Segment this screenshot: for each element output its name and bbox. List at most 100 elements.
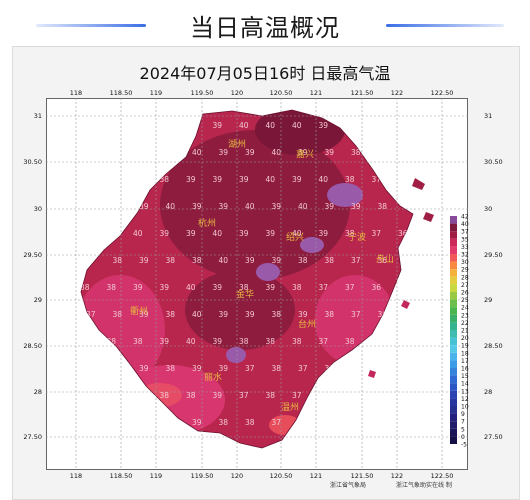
grid-value: 37 [86, 418, 96, 427]
legend-label: 32 [461, 252, 469, 259]
grid-value: 38 [133, 337, 143, 346]
grid-value: 40 [272, 148, 282, 157]
legend-label: 12 [461, 396, 469, 403]
legend-swatch [450, 345, 457, 353]
legend-swatch [450, 330, 457, 338]
legend-swatch [450, 238, 457, 247]
grid-value: 39 [186, 229, 196, 238]
grid-value: 38 [325, 256, 335, 265]
peak-zone-hangzhou-bay [327, 183, 363, 207]
legend-label: 33 [461, 244, 469, 251]
grid-value: 40 [139, 148, 149, 157]
grid-value: 37 [292, 391, 302, 400]
legend-swatch [450, 284, 457, 292]
cool-zone-taizhou [368, 346, 388, 374]
grid-value: 39 [266, 229, 276, 238]
legend-label: 29 [461, 267, 469, 274]
grid-value: 39 [133, 283, 143, 292]
grid-value: 39 [192, 202, 202, 211]
credit-agency: 浙江省气象局 [330, 482, 367, 489]
city-label: 杭州 [198, 217, 216, 229]
grid-value: 38 [186, 391, 196, 400]
city-label: 衢州 [130, 305, 148, 317]
legend-label: 9 [461, 411, 465, 418]
grid-value: 39 [298, 148, 308, 157]
legend-swatch [450, 322, 457, 330]
legend-label: 10 [461, 404, 469, 411]
grid-value: 39 [186, 175, 196, 184]
grid-value: 37 [319, 337, 329, 346]
legend-label: -5 [461, 442, 467, 449]
grid-value: 37 [345, 283, 355, 292]
grid-value: 37 [319, 391, 329, 400]
peak-zone-ningbo [300, 237, 324, 253]
grid-value: 36 [378, 310, 388, 319]
grid-value: 37 [319, 283, 329, 292]
grid-value: 38 [292, 337, 302, 346]
hot-zone-center [185, 270, 295, 350]
lat-tick-left: 29 [33, 296, 42, 304]
city-label: 宁波 [348, 231, 366, 243]
legend-label: 14 [461, 381, 469, 388]
lat-tick-right: 29 [484, 296, 493, 304]
lat-tick-left: 27.50 [23, 433, 42, 441]
city-label: 台州 [298, 318, 316, 330]
lon-tick-bottom: 118.50 [109, 472, 133, 480]
grid-value: 38 [266, 337, 276, 346]
grid-value: 38 [160, 175, 170, 184]
lon-tick-top: 118.50 [109, 89, 133, 97]
legend-label: 15 [461, 373, 469, 380]
color-legend: 4240373533323029282726252423222120191817… [450, 214, 469, 449]
legend-swatch [450, 368, 457, 376]
legend-label: 16 [461, 366, 469, 373]
grid-value: 40 [266, 121, 276, 130]
grid-value: 37 [404, 202, 414, 211]
legend-label: 21 [461, 328, 469, 335]
city-label: 舟山 [376, 253, 394, 265]
grid-value: 39 [292, 175, 302, 184]
legend-swatch [450, 292, 457, 300]
legend-label: 24 [461, 305, 469, 312]
legend-swatch [450, 406, 457, 414]
grid-value: 37 [86, 256, 96, 265]
legend-label: 30 [461, 259, 469, 266]
grid-value: 36 [372, 337, 382, 346]
lon-tick-top: 118 [69, 89, 83, 97]
legend-label: 0 [461, 434, 465, 441]
grid-value: 40 [186, 337, 196, 346]
legend-swatch [450, 390, 457, 399]
grid-value: 38 [133, 391, 143, 400]
lon-tick-top: 121 [309, 89, 323, 97]
legend-swatch [450, 398, 457, 406]
grid-value: 39 [213, 175, 223, 184]
grid-value: 38 [398, 121, 408, 130]
legend-label: 23 [461, 312, 469, 319]
grid-value: 38 [345, 229, 355, 238]
grid-value: 37 [166, 418, 176, 427]
grid-value: 36 [372, 391, 382, 400]
grid-value: 39 [80, 121, 90, 130]
grid-value: 38 [166, 310, 176, 319]
grid-value: 40 [133, 229, 143, 238]
legend-swatch [450, 436, 457, 444]
header-decoration-right [386, 24, 504, 27]
grid-value: 39 [139, 202, 149, 211]
legend-label: 35 [461, 236, 469, 243]
grid-value: 39 [80, 229, 90, 238]
legend-label: 42 [461, 214, 469, 221]
grid-value: 36 [398, 391, 408, 400]
legend-label: 19 [461, 343, 469, 350]
grid-value: 39 [139, 364, 149, 373]
legend-swatch [450, 413, 457, 422]
grid-value: 35 [398, 283, 408, 292]
legend-swatch [450, 246, 457, 254]
grid-value: 38 [113, 256, 123, 265]
grid-value: 40 [219, 256, 229, 265]
grid-value: 35 [378, 418, 388, 427]
legend-swatch [450, 231, 457, 239]
grid-value: 37 [298, 364, 308, 373]
legend-label: 18 [461, 350, 469, 357]
grid-value: 40 [107, 121, 117, 130]
grid-value: 37 [372, 229, 382, 238]
